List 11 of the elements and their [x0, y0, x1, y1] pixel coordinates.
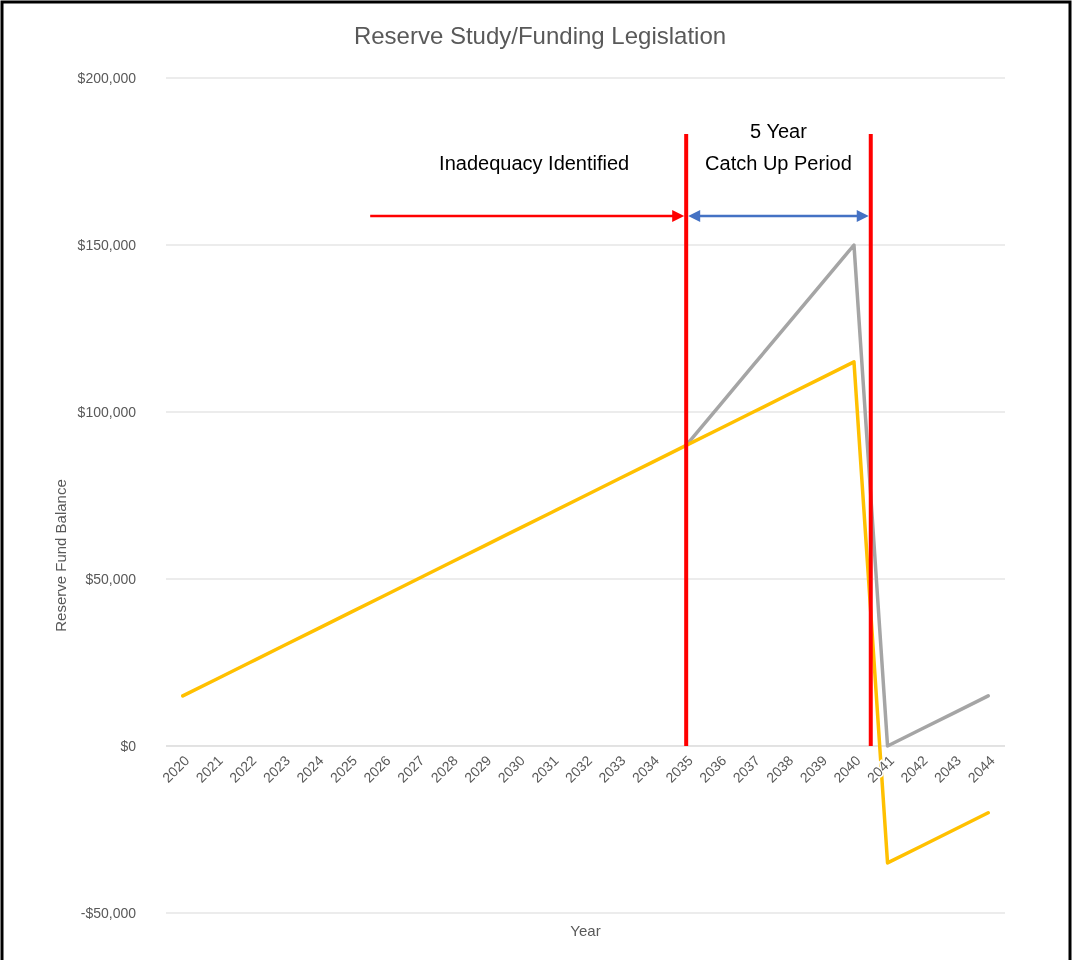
y-tick-label: $200,000: [77, 69, 137, 86]
y-tick-label: $100,000: [77, 403, 137, 420]
y-tick-label: -$50,000: [80, 904, 137, 921]
y-tick-label: $50,000: [85, 570, 137, 587]
annotation: Inadequacy Identified: [439, 152, 630, 174]
y-tick-label: $0: [120, 737, 137, 754]
y-tick-label: $150,000: [77, 236, 137, 253]
y-axis-title: Reserve Fund Balance: [52, 479, 69, 632]
x-axis-title: Year: [570, 922, 601, 939]
chart-title: Reserve Study/Funding Legislation: [353, 22, 727, 49]
annotation: 5 Year Catch Up Period: [705, 120, 852, 174]
